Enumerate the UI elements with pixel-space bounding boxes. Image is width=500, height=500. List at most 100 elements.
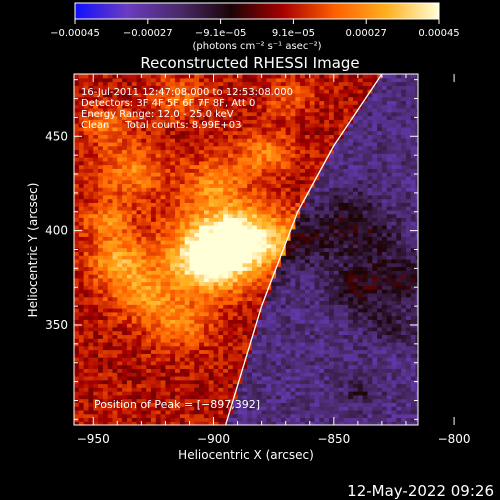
heatmap-cell [304,194,311,200]
heatmap-cell [242,406,248,411]
heatmap-cell [357,240,364,245]
heatmap-cell [410,417,417,422]
heatmap-cell [136,383,142,388]
heatmap-cell [367,277,373,283]
heatmap-cell [213,289,219,294]
heatmap-cell [362,334,369,339]
heatmap-cell [227,383,234,388]
heatmap-cell [242,213,248,219]
heatmap-cell [300,251,306,256]
heatmap-cell [324,338,330,343]
heatmap-cell [208,266,215,271]
heatmap-cell [304,406,311,411]
heatmap-cell [213,364,219,369]
heatmap-cell [126,379,133,385]
heatmap-cell [271,175,277,181]
heatmap-cell [405,187,412,192]
heatmap-cell [343,319,349,324]
heatmap-cell [208,338,215,343]
heatmap-cell [377,353,383,358]
heatmap-cell [179,175,186,181]
heatmap-cell [252,285,258,290]
heatmap-cell [126,175,133,181]
heatmap-cell [136,247,142,252]
heatmap-cell [261,375,268,381]
heatmap-cell [227,277,234,283]
heatmap-cell [88,345,94,351]
heatmap-cell [136,194,142,200]
heatmap-cell [242,247,248,252]
heatmap-cell [107,247,114,252]
heatmap-cell [237,164,243,169]
heatmap-cell [353,209,359,215]
heatmap-cell [276,191,282,196]
heatmap-cell [88,224,94,230]
heatmap-cell [280,251,287,256]
heatmap-cell [189,228,195,234]
heatmap-cell [391,292,397,298]
heatmap-cell [338,202,345,207]
heatmap-cell [256,375,263,381]
heatmap-cell [112,243,118,249]
heatmap-cell [131,266,138,271]
heatmap-cell [184,409,191,415]
heatmap-cell [227,217,234,222]
heatmap-cell [102,236,109,241]
heatmap-cell [93,372,99,377]
heatmap-cell [83,172,90,177]
heatmap-cell [237,326,243,332]
heatmap-cell [160,345,167,351]
heatmap-cell [146,413,152,419]
heatmap-cell [136,391,142,396]
heatmap-cell [83,409,90,415]
heatmap-cell [203,417,210,422]
heatmap-cell [98,160,104,166]
heatmap-cell [150,240,157,245]
heatmap-cell [377,232,383,237]
heatmap-cell [146,398,152,403]
heatmap-cell [295,202,301,207]
heatmap-cell [194,387,200,392]
heatmap-cell [98,353,104,358]
heatmap-cell [126,391,133,396]
heatmap-cell [367,330,373,336]
heatmap-cell [194,421,200,425]
heatmap-cell [280,228,287,234]
heatmap-cell [333,202,340,207]
heatmap-cell [348,232,354,237]
heatmap-cell [83,243,90,249]
heatmap-cell [252,258,258,264]
heatmap-cell [357,357,364,362]
heatmap-cell [117,175,123,181]
heatmap-cell [136,406,142,411]
heatmap-cell [102,194,109,200]
heatmap-cell [98,221,104,226]
heatmap-cell [396,409,402,415]
heatmap-cell [136,221,142,226]
heatmap-cell [146,202,152,207]
heatmap-cell [107,409,114,415]
heatmap-cell [131,379,138,385]
heatmap-cell [280,326,287,332]
heatmap-cell [218,375,224,381]
heatmap-cell [112,172,118,177]
heatmap-cell [290,240,296,245]
heatmap-cell [175,187,181,192]
heatmap-cell [223,345,229,351]
heatmap-cell [261,164,268,169]
heatmap-cell [353,368,359,373]
heatmap-cell [309,409,316,415]
heatmap-cell [290,421,296,425]
heatmap-cell [227,330,234,336]
heatmap-cell [357,198,364,203]
heatmap-cell [271,372,277,377]
heatmap-cell [328,191,335,196]
heatmap-cell [309,270,316,275]
heatmap-cell [372,221,378,226]
heatmap-cell [155,255,162,260]
heatmap-cell [319,364,325,369]
heatmap-cell [247,304,253,309]
heatmap-cell [242,285,248,290]
heatmap-cell [179,308,186,313]
heatmap-cell [285,270,292,275]
